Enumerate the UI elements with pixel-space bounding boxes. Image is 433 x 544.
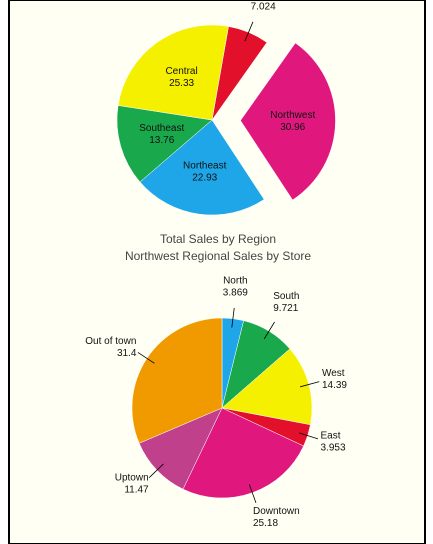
value-label: 11.47 bbox=[124, 485, 149, 496]
slice-label: South bbox=[273, 291, 299, 302]
leader-line bbox=[231, 307, 235, 328]
slice-label: Northwest bbox=[270, 110, 315, 121]
value-label: 7.024 bbox=[251, 2, 276, 13]
value-label: 25.18 bbox=[253, 518, 278, 529]
value-label: 3.953 bbox=[321, 442, 346, 453]
pie-slice bbox=[117, 24, 229, 121]
leader-line bbox=[137, 352, 155, 364]
pie-slice bbox=[240, 42, 336, 201]
slice-label: Southeast bbox=[139, 123, 184, 134]
slice-label: North bbox=[223, 276, 247, 287]
pie-slice bbox=[139, 119, 265, 216]
slice-label: Out of town bbox=[85, 336, 136, 347]
slice-label: Downtown bbox=[253, 506, 300, 517]
leader-line bbox=[263, 321, 275, 340]
value-label: 31.4 bbox=[117, 348, 137, 359]
value-label: 13.76 bbox=[149, 135, 174, 146]
value-label: 14.39 bbox=[322, 380, 347, 391]
slice-label: Central bbox=[165, 66, 197, 77]
slice-label: East bbox=[321, 430, 341, 441]
chart-title: Total Sales by Region bbox=[160, 232, 276, 246]
leader-line bbox=[148, 463, 164, 478]
slice-label: Southwest bbox=[251, 0, 298, 1]
value-label: 9.721 bbox=[273, 303, 298, 314]
value-label: 22.93 bbox=[192, 172, 217, 183]
value-label: 25.33 bbox=[169, 78, 194, 89]
pie-slice bbox=[116, 105, 213, 183]
leader-line bbox=[300, 381, 320, 388]
chart-title: Northwest Regional Sales by Store bbox=[125, 249, 311, 263]
slice-label: West bbox=[322, 368, 345, 379]
leader-line bbox=[298, 432, 319, 440]
value-label: 30.96 bbox=[280, 122, 305, 133]
leader-line bbox=[244, 21, 254, 42]
leader-line bbox=[248, 484, 257, 504]
value-label: 3.869 bbox=[223, 288, 248, 299]
slice-label: Northeast bbox=[183, 160, 227, 171]
slice-label: Uptown bbox=[115, 473, 149, 484]
